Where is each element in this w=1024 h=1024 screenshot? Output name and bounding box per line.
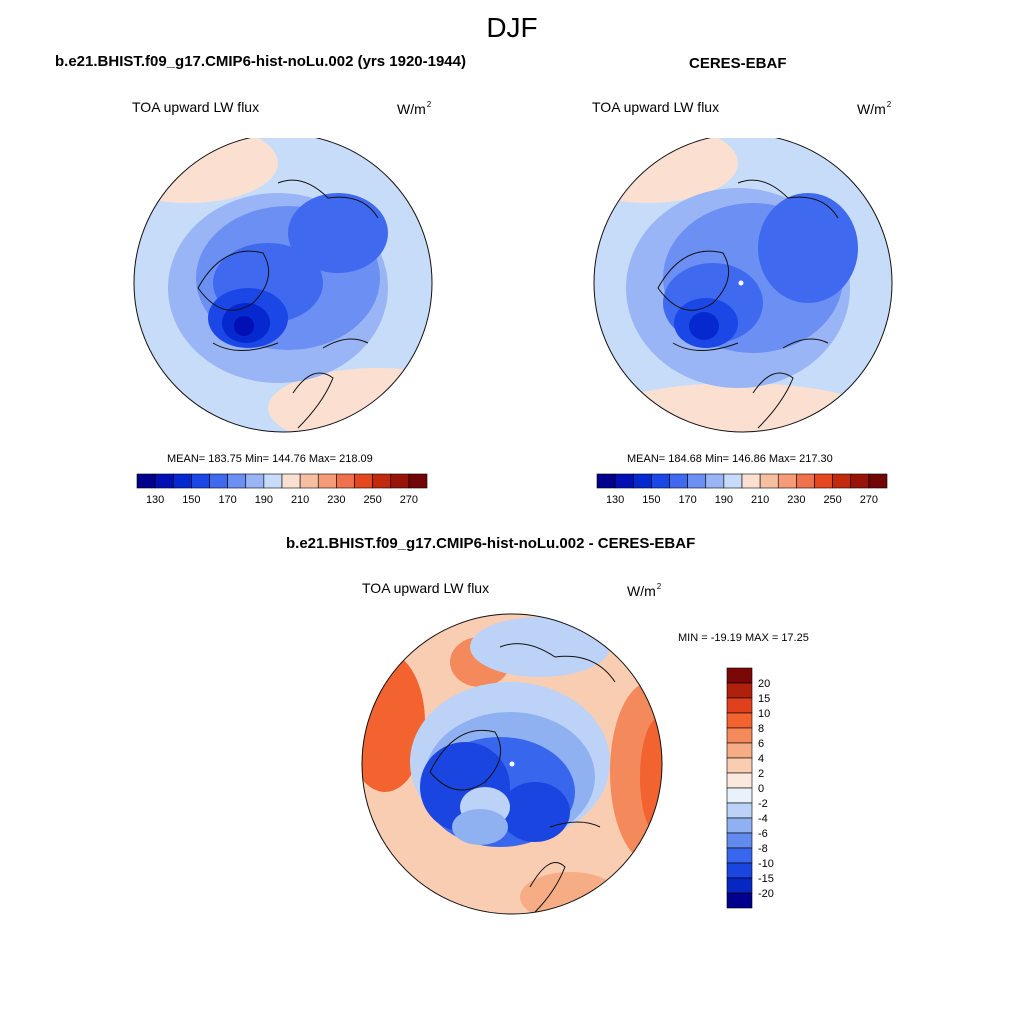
colorbar-label: 130 <box>146 494 164 506</box>
colorbar-swatch <box>596 473 616 489</box>
colorbar-swatch <box>726 727 753 744</box>
panel-model-map <box>133 138 433 433</box>
colorbar-swatch <box>632 473 652 489</box>
colorbar-swatch <box>227 473 247 489</box>
panel-model-variable: TOA upward LW flux <box>132 99 260 115</box>
colorbar-label: 6 <box>758 738 764 750</box>
colorbar-swatch <box>726 802 753 819</box>
panel-diff-units: W/m2 <box>627 582 662 599</box>
colorbar-label: 170 <box>678 494 696 506</box>
colorbar-label: 150 <box>182 494 200 506</box>
colorbar-label: 20 <box>758 678 770 690</box>
colorbar-label: 4 <box>758 753 764 765</box>
colorbar-swatch <box>726 847 753 864</box>
colorbar-swatch <box>832 473 852 489</box>
colorbar-swatch <box>723 473 743 489</box>
colorbar-label: 230 <box>327 494 345 506</box>
colorbar-swatch <box>726 832 753 849</box>
panel-model-colorbar: 130 150 170 190 210 230 250 270 <box>136 473 428 506</box>
colorbar-swatch <box>726 682 753 699</box>
colorbar-label: 190 <box>715 494 733 506</box>
colorbar-swatch <box>245 473 265 489</box>
panel-obs-map <box>593 138 893 433</box>
colorbar-swatch <box>726 757 753 774</box>
colorbar-label: 8 <box>758 723 764 735</box>
colorbar-swatch <box>726 817 753 834</box>
colorbar-swatch <box>726 697 753 714</box>
colorbar-swatch <box>614 473 634 489</box>
colorbar-swatch <box>726 667 753 684</box>
colorbar-label: 270 <box>860 494 878 506</box>
colorbar-swatch <box>759 473 779 489</box>
colorbar-swatch <box>726 862 753 879</box>
colorbar-label: 250 <box>823 494 841 506</box>
colorbar-label: -8 <box>758 843 768 855</box>
panel-obs-stats: MEAN= 184.68 Min= 146.86 Max= 217.30 <box>627 453 833 465</box>
colorbar-label: -4 <box>758 813 768 825</box>
colorbar-swatch <box>868 473 888 489</box>
colorbar-label: 250 <box>363 494 381 506</box>
colorbar-swatch <box>172 473 192 489</box>
colorbar-swatch <box>850 473 870 489</box>
colorbar-label: 230 <box>787 494 805 506</box>
colorbar-swatch <box>336 473 355 489</box>
panel-obs-variable: TOA upward LW flux <box>592 99 720 115</box>
colorbar-swatch <box>726 712 753 729</box>
colorbar-swatch <box>726 772 753 789</box>
colorbar-swatch <box>317 473 337 489</box>
colorbar-label: -10 <box>758 858 774 870</box>
panel-diff-map <box>361 613 663 915</box>
colorbar-swatch <box>687 473 707 489</box>
colorbar-label: 170 <box>218 494 236 506</box>
colorbar-label: 130 <box>606 494 624 506</box>
colorbar-label: 15 <box>758 693 770 705</box>
colorbar-label: -6 <box>758 828 768 840</box>
colorbar-swatch <box>651 473 670 489</box>
colorbar-swatch <box>354 473 373 489</box>
colorbar-label: 10 <box>758 708 770 720</box>
colorbar-swatch <box>154 473 174 489</box>
panel-obs-title: CERES-EBAF <box>689 55 787 72</box>
colorbar-swatch <box>408 473 428 489</box>
panel-diff-title: b.e21.BHIST.f09_g17.CMIP6-hist-noLu.002 … <box>286 535 696 552</box>
colorbar-swatch <box>741 473 761 489</box>
colorbar-label: -15 <box>758 873 774 885</box>
colorbar-swatch <box>136 473 156 489</box>
panel-obs-units: W/m2 <box>857 100 892 117</box>
colorbar-label: 2 <box>758 768 764 780</box>
colorbar-swatch <box>372 473 392 489</box>
colorbar-swatch <box>390 473 410 489</box>
colorbar-swatch <box>814 473 833 489</box>
panel-model-stats: MEAN= 183.75 Min= 144.76 Max= 218.09 <box>167 453 373 465</box>
colorbar-swatch <box>263 473 283 489</box>
colorbar-swatch <box>726 877 753 894</box>
colorbar-label: 210 <box>291 494 309 506</box>
colorbar-swatch <box>209 473 228 489</box>
colorbar-label: 190 <box>255 494 273 506</box>
colorbar-swatch <box>796 473 815 489</box>
panel-diff-variable: TOA upward LW flux <box>362 580 490 596</box>
colorbar-swatch <box>191 473 210 489</box>
colorbar-label: 270 <box>400 494 418 506</box>
panel-obs-colorbar: 130 150 170 190 210 230 250 270 <box>596 473 888 506</box>
colorbar-label: 150 <box>642 494 660 506</box>
colorbar-swatch <box>726 787 753 804</box>
colorbar-label: -20 <box>758 888 774 900</box>
panel-model-title: b.e21.BHIST.f09_g17.CMIP6-hist-noLu.002 … <box>55 53 466 70</box>
colorbar-swatch <box>777 473 797 489</box>
colorbar-label: -2 <box>758 798 768 810</box>
colorbar-swatch <box>726 892 753 909</box>
colorbar-swatch <box>669 473 688 489</box>
panel-diff-stats: MIN = -19.19 MAX = 17.25 <box>678 632 809 644</box>
colorbar-swatch <box>726 742 753 759</box>
panel-model-units: W/m2 <box>397 100 432 117</box>
colorbar-swatch <box>705 473 725 489</box>
colorbar-label: 210 <box>751 494 769 506</box>
colorbar-swatch <box>281 473 301 489</box>
colorbar-swatch <box>299 473 319 489</box>
colorbar-label: 0 <box>758 783 764 795</box>
season-title: DJF <box>486 12 538 43</box>
